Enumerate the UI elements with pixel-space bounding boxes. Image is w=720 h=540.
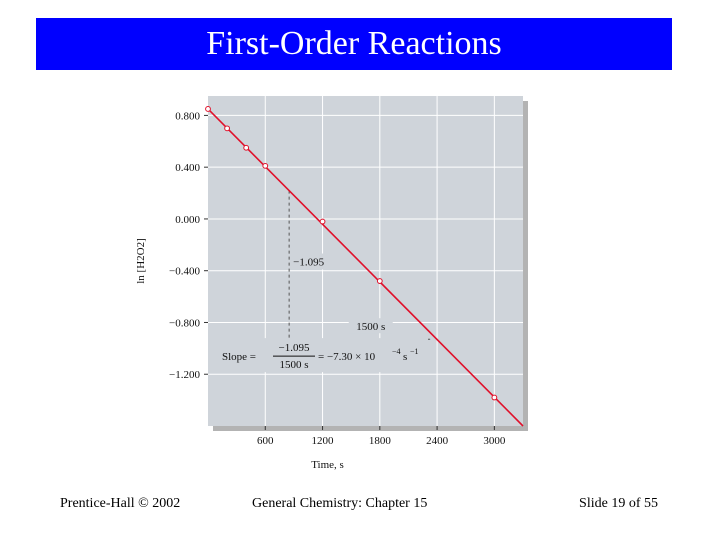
data-point-4 (319, 218, 326, 225)
slope-value: = −7.30 × 10 (318, 351, 376, 363)
x-tick-label-4: 3000 (483, 435, 506, 447)
x-tick-label-2: 1800 (369, 435, 392, 447)
ln-concentration-vs-time-chart: 600 1200 1800 2400 3000 0.800 0.400 0.000 −0.400… (135, 96, 528, 471)
fit-line (207, 108, 524, 427)
footer-slide-number: Slide 19 of 55 (579, 496, 658, 511)
x-tick-label-0: 600 (257, 435, 274, 447)
y-tick-label-4: −0.800 (169, 317, 200, 329)
data-point-5 (376, 278, 383, 284)
x-tick-label-3: 2400 (426, 435, 449, 447)
x-axis-label: Time, s (311, 459, 344, 471)
slope-formula-bg (218, 338, 428, 373)
slope-numerator: −1.095 (279, 342, 310, 354)
data-point-3 (262, 162, 269, 169)
data-point-2 (243, 144, 250, 151)
slope-unit-exponent: −1 (410, 347, 419, 356)
slide-title: First-Order Reactions (206, 25, 502, 62)
y-axis-label: ln [H2O2] (135, 238, 147, 284)
y-tick-label-3: −0.400 (169, 266, 200, 278)
x-tick-label-1: 1200 (312, 435, 335, 447)
run-label: 1500 s (356, 321, 385, 333)
data-point-6 (491, 394, 498, 401)
y-tick-label-2: 0.000 (175, 214, 200, 226)
data-point-1 (224, 125, 230, 132)
slope-exponent: −4 (392, 347, 401, 356)
slide-title-bar: First-Order Reactions (36, 18, 672, 70)
footer-publisher: Prentice-Hall © 2002 (60, 496, 181, 511)
slope-unit: s (403, 351, 407, 363)
slope-label: Slope = (222, 351, 256, 363)
y-tick-label-0: 0.800 (175, 110, 200, 122)
rise-label: −1.095 (293, 257, 324, 269)
data-point-0 (205, 106, 211, 112)
slope-denominator: 1500 s (279, 359, 308, 371)
run-label-bg (348, 318, 393, 334)
footer-chapter: General Chemistry: Chapter 15 (252, 496, 428, 511)
rise-label-bg (291, 253, 338, 270)
y-tick-label-5: −1.200 (169, 369, 200, 381)
plot-background (208, 96, 523, 426)
y-tick-label-1: 0.400 (175, 162, 200, 174)
